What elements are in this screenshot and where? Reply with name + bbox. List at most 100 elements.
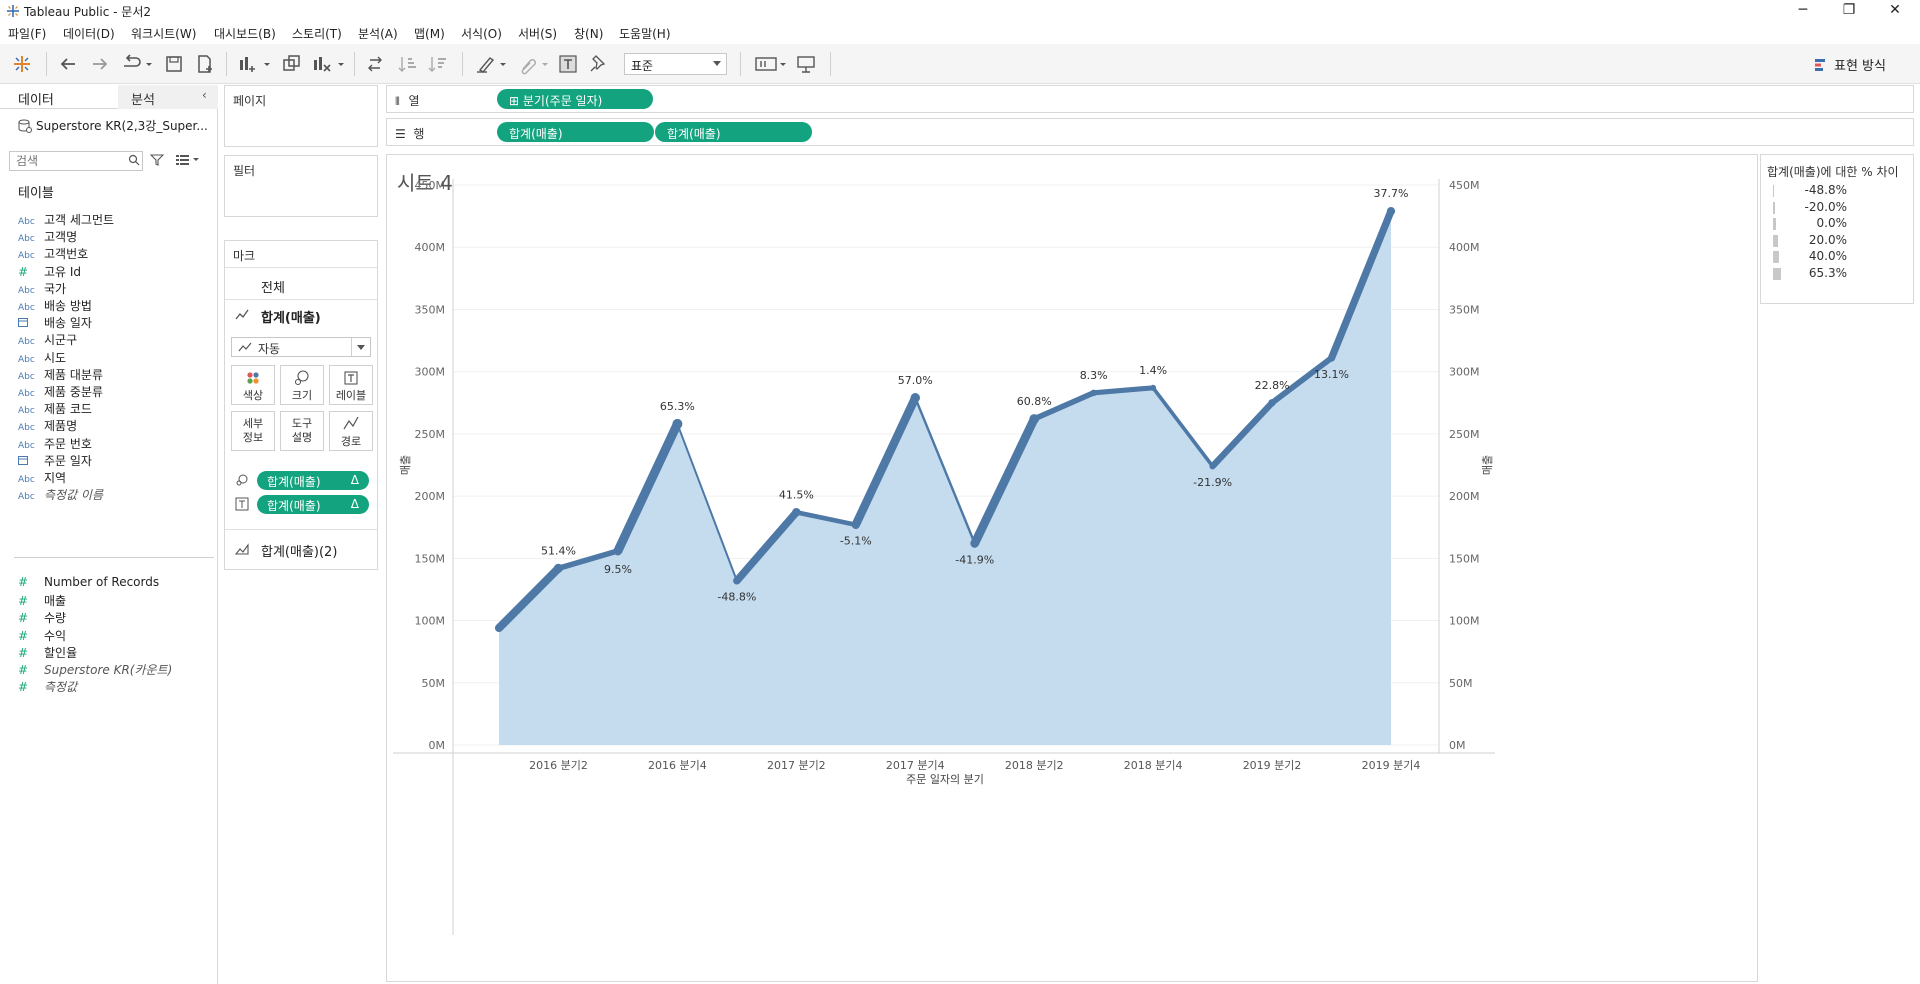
show-cards-icon[interactable]	[752, 52, 788, 76]
menu-help[interactable]: 도움말(H)	[619, 27, 671, 41]
column-pill-quarter[interactable]: ⊞ 분기(주문 일자)	[497, 89, 653, 109]
data-point[interactable]	[614, 547, 622, 555]
clear-sheet-icon[interactable]	[310, 52, 346, 76]
mark-type-dropdown[interactable]: 자동	[231, 337, 371, 357]
pages-card[interactable]: 페이지	[224, 85, 378, 147]
sales-line-segment[interactable]	[733, 508, 801, 585]
highlight-icon[interactable]	[472, 52, 508, 76]
sales-line-segment[interactable]	[1327, 207, 1395, 362]
dimension-field[interactable]: Abc 제품명	[18, 417, 213, 437]
marks-measure1-tab[interactable]: 합계(매출)	[261, 311, 321, 326]
sort-ascending-icon[interactable]	[396, 52, 420, 76]
sort-descending-icon[interactable]	[426, 52, 450, 76]
presentation-mode-icon[interactable]	[794, 52, 818, 76]
minimize-button[interactable]: ─	[1798, 2, 1808, 18]
data-point[interactable]	[1029, 414, 1040, 424]
dimension-field[interactable]: Abc 제품 중분류	[18, 383, 213, 403]
rows-shelf[interactable]: ☰ 행 합계(매출) 합계(매출)	[386, 118, 1914, 146]
undo-icon[interactable]	[56, 52, 80, 76]
field-search-input[interactable]	[9, 151, 143, 171]
filters-card[interactable]: 필터	[224, 155, 378, 217]
restore-button[interactable]: ❐	[1842, 2, 1856, 18]
datasource-item[interactable]: Superstore KR(2,3강_Super...	[18, 117, 208, 134]
data-point[interactable]	[735, 579, 739, 583]
view-options-icon[interactable]	[175, 154, 199, 166]
dimension-field[interactable]: 주문 일자	[18, 452, 213, 472]
sales-line-segment[interactable]	[914, 396, 976, 545]
size-button[interactable]: 크기	[280, 365, 324, 405]
size-pill[interactable]: 합계(매출) Δ	[257, 471, 369, 490]
legend-title[interactable]: 합계(매출)에 대한 % 차이	[1767, 165, 1899, 179]
data-point[interactable]	[1328, 354, 1335, 362]
dimension-field[interactable]: Abc 국가	[18, 280, 213, 300]
dimension-field[interactable]: Abc 측정값 이름	[18, 486, 213, 506]
dimension-field[interactable]: Abc 고객명	[18, 228, 213, 248]
new-datasource-icon[interactable]	[192, 52, 216, 76]
dimension-field[interactable]: Abc 지역	[18, 469, 213, 489]
color-button[interactable]: 색상	[231, 365, 275, 405]
data-point[interactable]	[852, 521, 859, 528]
sales-line-segment[interactable]	[970, 414, 1039, 548]
dimension-field[interactable]: Abc 고객 세그먼트	[18, 211, 213, 231]
dimension-field[interactable]: 배송 일자	[18, 314, 213, 334]
dimension-field[interactable]: # 고유 Id	[18, 263, 213, 283]
sales-area[interactable]	[499, 211, 1391, 746]
redo-icon[interactable]	[88, 52, 112, 76]
data-point[interactable]	[792, 508, 801, 517]
save-icon[interactable]	[162, 52, 186, 76]
replay-icon[interactable]	[118, 52, 154, 76]
collapse-pane-icon[interactable]: ‹	[202, 88, 207, 102]
dimension-field[interactable]: Abc 고객번호	[18, 245, 213, 265]
tab-analysis[interactable]: 분석	[131, 93, 155, 108]
columns-shelf[interactable]: ⦀ 열 ⊞ 분기(주문 일자)	[386, 85, 1914, 113]
dimension-field[interactable]: Abc 제품 대분류	[18, 366, 213, 386]
show-me-button[interactable]: 표현 방식	[1814, 55, 1886, 74]
sales-line-segment[interactable]	[676, 422, 738, 582]
dimension-field[interactable]: Abc 주문 번호	[18, 435, 213, 455]
new-worksheet-icon[interactable]	[236, 52, 272, 76]
measure-field[interactable]: # 측정값	[18, 678, 213, 698]
label-pill[interactable]: 합계(매출) Δ	[257, 495, 369, 514]
data-point[interactable]	[496, 625, 502, 632]
menu-file[interactable]: 파일(F)	[8, 27, 47, 41]
dimension-field[interactable]: Abc 배송 방법	[18, 297, 213, 317]
pin-axis-icon[interactable]	[586, 52, 610, 76]
marks-all-tab[interactable]: 전체	[261, 281, 285, 296]
sales-line-segment[interactable]	[555, 548, 621, 572]
measure-field[interactable]: # 매출	[18, 592, 213, 612]
row-pill-1[interactable]: 합계(매출)	[497, 122, 654, 142]
sales-line-segment[interactable]	[1269, 355, 1335, 406]
measure-field[interactable]: # 수량	[18, 609, 213, 629]
sales-line-segment[interactable]	[494, 564, 563, 633]
close-button[interactable]: ✕	[1889, 2, 1901, 18]
data-point[interactable]	[1268, 399, 1276, 407]
menu-dashboard[interactable]: 대시보드(B)	[214, 27, 276, 41]
data-point[interactable]	[973, 541, 977, 546]
measure-field[interactable]: # Superstore KR(카운트)	[18, 661, 213, 681]
fit-select[interactable]: 표준	[624, 53, 727, 75]
show-labels-icon[interactable]	[556, 52, 580, 76]
sales-line-segment[interactable]	[793, 509, 859, 528]
data-point[interactable]	[1090, 389, 1097, 397]
dimension-field[interactable]: Abc 시도	[18, 349, 213, 369]
marks-measure2-tab[interactable]: 합계(매출)(2)	[261, 545, 338, 560]
tooltip-button[interactable]: 도구 설명	[280, 411, 324, 451]
path-button[interactable]: 경로	[329, 411, 373, 451]
sales-line-segment[interactable]	[1091, 385, 1156, 396]
menu-window[interactable]: 창(N)	[574, 27, 604, 41]
sales-line-segment[interactable]	[1151, 386, 1215, 469]
swap-rows-columns-icon[interactable]	[364, 52, 388, 76]
measure-field[interactable]: # Number of Records	[18, 575, 213, 595]
tab-data[interactable]: 데이터	[18, 93, 54, 108]
detail-button[interactable]: 세부 정보	[231, 411, 275, 451]
tableau-start-icon[interactable]	[10, 52, 34, 76]
measure-field[interactable]: # 할인율	[18, 644, 213, 664]
menu-map[interactable]: 맵(M)	[414, 27, 445, 41]
label-button[interactable]: 레이블	[329, 365, 373, 405]
filter-icon[interactable]	[150, 153, 164, 167]
menu-analysis[interactable]: 분석(A)	[358, 27, 398, 41]
menu-data[interactable]: 데이터(D)	[63, 27, 115, 41]
group-members-icon[interactable]	[514, 52, 550, 76]
dimension-field[interactable]: Abc 제품 코드	[18, 400, 213, 420]
data-point[interactable]	[553, 563, 564, 573]
